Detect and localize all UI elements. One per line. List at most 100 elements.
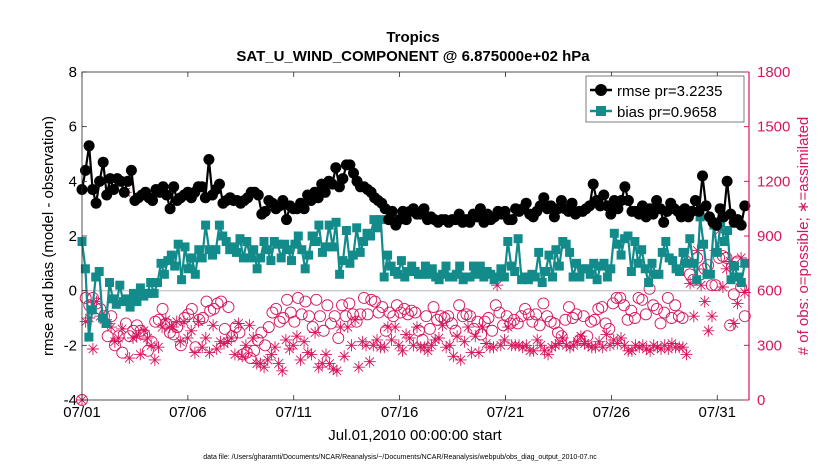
bias-point bbox=[348, 250, 358, 260]
bias-point bbox=[101, 319, 111, 328]
bias-point bbox=[661, 237, 671, 246]
rmse-point bbox=[520, 197, 532, 209]
obs-assimilated-point bbox=[385, 333, 398, 346]
obs-possible-point bbox=[614, 292, 627, 304]
obs-assimilated-point bbox=[716, 281, 729, 293]
rmse-point bbox=[108, 184, 120, 195]
obs-possible-point bbox=[401, 308, 414, 321]
obs-assimilated-point bbox=[378, 341, 391, 354]
y-right-tick-label: 0 bbox=[757, 392, 765, 409]
rmse-point bbox=[252, 189, 264, 201]
bias-point bbox=[159, 269, 169, 279]
obs-assimilated-point bbox=[130, 330, 143, 343]
obs-assimilated-point bbox=[290, 330, 303, 343]
obs-possible-point bbox=[409, 306, 422, 319]
obs-assimilated-point bbox=[239, 339, 252, 352]
bias-point bbox=[623, 231, 633, 241]
obs-assimilated-point bbox=[651, 341, 664, 354]
bias-point bbox=[156, 258, 166, 268]
bias-point bbox=[197, 253, 207, 263]
bias-point bbox=[369, 215, 379, 225]
bias-point bbox=[256, 253, 266, 263]
bias-point bbox=[314, 220, 324, 230]
obs-assimilated-point bbox=[178, 315, 190, 328]
bias-point bbox=[479, 272, 489, 282]
rmse-point bbox=[94, 175, 106, 187]
obs-possible-point bbox=[676, 312, 689, 324]
obs-assimilated-point bbox=[487, 341, 500, 354]
obs-assimilated-point bbox=[316, 357, 329, 370]
rmse-point bbox=[400, 214, 412, 226]
footnote: data file: /Users/gharamti/Documents/NCA… bbox=[203, 454, 597, 461]
bias-point bbox=[297, 245, 307, 255]
bias-point bbox=[396, 256, 406, 266]
bias-point bbox=[733, 272, 743, 282]
obs-assimilated-point bbox=[127, 332, 139, 344]
bias-point bbox=[719, 237, 729, 246]
obs-possible-point bbox=[563, 301, 575, 314]
rmse-point bbox=[739, 200, 751, 212]
obs-possible-point bbox=[357, 292, 370, 304]
obs-assimilated-point bbox=[327, 363, 340, 375]
rmse-point bbox=[90, 197, 102, 209]
rmse-point bbox=[157, 181, 169, 193]
obs-assimilated-point bbox=[727, 317, 740, 330]
bias-point bbox=[565, 247, 575, 257]
bias-point bbox=[129, 288, 138, 298]
bias-point bbox=[740, 258, 750, 268]
bias-point bbox=[609, 228, 619, 238]
obs-possible-point bbox=[636, 293, 649, 306]
bias-point bbox=[293, 231, 303, 241]
obs-possible-point bbox=[508, 313, 521, 326]
y-left-tick-label: 0 bbox=[69, 283, 77, 300]
y-axis-label-left: rmse and bias (model - observation) bbox=[40, 116, 57, 356]
bias-point bbox=[184, 264, 193, 274]
bias-point bbox=[626, 267, 636, 276]
obs-possible-point bbox=[390, 299, 403, 312]
obs-assimilated-point bbox=[625, 344, 638, 357]
rmse-point bbox=[214, 178, 225, 190]
obs-assimilated-point bbox=[553, 337, 565, 350]
obs-possible-point bbox=[533, 319, 546, 332]
obs-possible-point bbox=[332, 332, 345, 344]
obs-possible-point bbox=[262, 321, 275, 334]
obs-assimilated-point bbox=[148, 353, 161, 366]
legend-rmse-label: rmse pr=3.2235 bbox=[617, 83, 722, 100]
bias-point bbox=[214, 220, 224, 230]
obs-assimilated-point bbox=[105, 321, 118, 334]
legend-bias-marker bbox=[596, 106, 606, 116]
obs-possible-point bbox=[222, 301, 235, 314]
obs-assimilated-point bbox=[305, 348, 318, 361]
bias-point bbox=[513, 234, 523, 244]
obs-assimilated-point bbox=[556, 332, 569, 344]
rmse-point bbox=[619, 181, 631, 193]
obs-assimilated-point bbox=[629, 339, 642, 352]
obs-possible-point bbox=[273, 315, 286, 328]
obs-assimilated-point bbox=[582, 339, 595, 352]
obs-assimilated-point bbox=[647, 339, 660, 352]
bias-point bbox=[585, 269, 595, 279]
bias-point bbox=[616, 250, 626, 260]
bias-point bbox=[208, 250, 217, 260]
bias-point bbox=[400, 272, 410, 282]
obs-assimilated-point bbox=[236, 350, 249, 363]
obs-possible-point bbox=[295, 308, 308, 321]
obs-assimilated-point bbox=[633, 341, 646, 354]
rmse-point bbox=[333, 181, 345, 193]
obs-assimilated-point bbox=[502, 321, 515, 334]
obs-assimilated-point bbox=[363, 355, 376, 368]
bias-point bbox=[201, 220, 211, 230]
obs-assimilated-point bbox=[338, 350, 351, 363]
obs-assimilated-point bbox=[269, 341, 281, 354]
obs-assimilated-point bbox=[454, 353, 467, 366]
obs-assimilated-point bbox=[185, 324, 198, 337]
bias-point bbox=[194, 245, 204, 255]
bias-point bbox=[238, 253, 248, 263]
rmse-point bbox=[80, 164, 91, 176]
bias-point bbox=[383, 250, 393, 260]
rmse-point bbox=[499, 205, 511, 217]
bias-point bbox=[589, 258, 599, 268]
legend-bias-label: bias pr=0.9658 bbox=[617, 104, 717, 121]
bias-point bbox=[94, 267, 104, 276]
obs-assimilated-point bbox=[615, 332, 627, 344]
